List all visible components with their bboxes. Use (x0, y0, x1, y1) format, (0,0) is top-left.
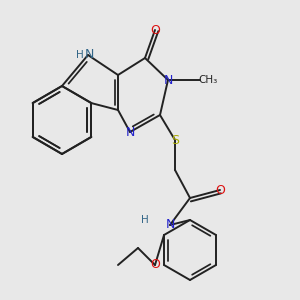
Text: O: O (150, 23, 160, 37)
Text: S: S (171, 134, 179, 146)
Text: O: O (215, 184, 225, 196)
Text: N: N (163, 74, 173, 86)
Text: H: H (141, 215, 149, 225)
Text: O: O (150, 259, 160, 272)
Text: N: N (84, 49, 94, 62)
Text: CH₃: CH₃ (198, 75, 218, 85)
Text: H: H (76, 50, 84, 60)
Text: N: N (125, 125, 135, 139)
Text: N: N (165, 218, 175, 232)
